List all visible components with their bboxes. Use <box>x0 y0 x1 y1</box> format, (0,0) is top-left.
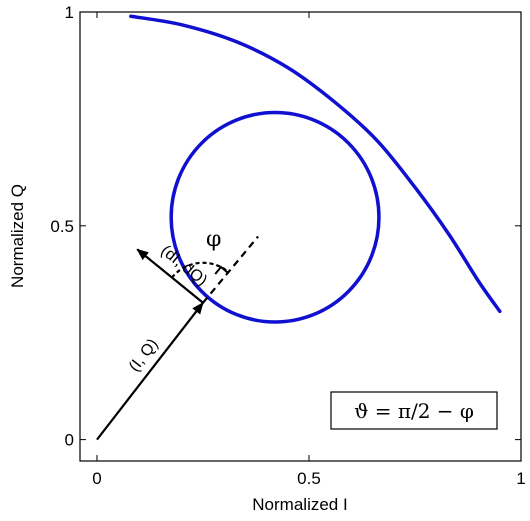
angle-arc <box>171 261 230 279</box>
y-tick-label: 0.5 <box>50 217 74 236</box>
outer-arc-series <box>129 14 502 314</box>
iq-vector-arrow <box>96 301 204 441</box>
diq-vector-arrow <box>136 248 204 304</box>
dashed-extension-line <box>202 235 259 304</box>
y-tick-label: 0 <box>65 431 74 450</box>
x-tick-label: 1 <box>516 469 525 488</box>
y-tick-label: 1 <box>65 3 74 22</box>
x-tick-label: 0.5 <box>297 469 321 488</box>
formula-box <box>330 391 498 430</box>
formula-text: ϑ = π/2 − φ <box>354 399 474 423</box>
resonance-circle-series <box>169 110 381 324</box>
y-axis-label: Normalized Q <box>8 184 27 288</box>
x-tick-label: 0 <box>92 469 101 488</box>
plot-frame <box>79 11 522 462</box>
axis-ticks: 0 0.5 1 0 0.5 1 <box>50 3 525 488</box>
right-angle-marker <box>214 265 229 275</box>
angle-phi-label: φ <box>206 227 221 252</box>
series-layer <box>129 14 502 324</box>
x-axis-label: Normalized I <box>252 495 347 514</box>
